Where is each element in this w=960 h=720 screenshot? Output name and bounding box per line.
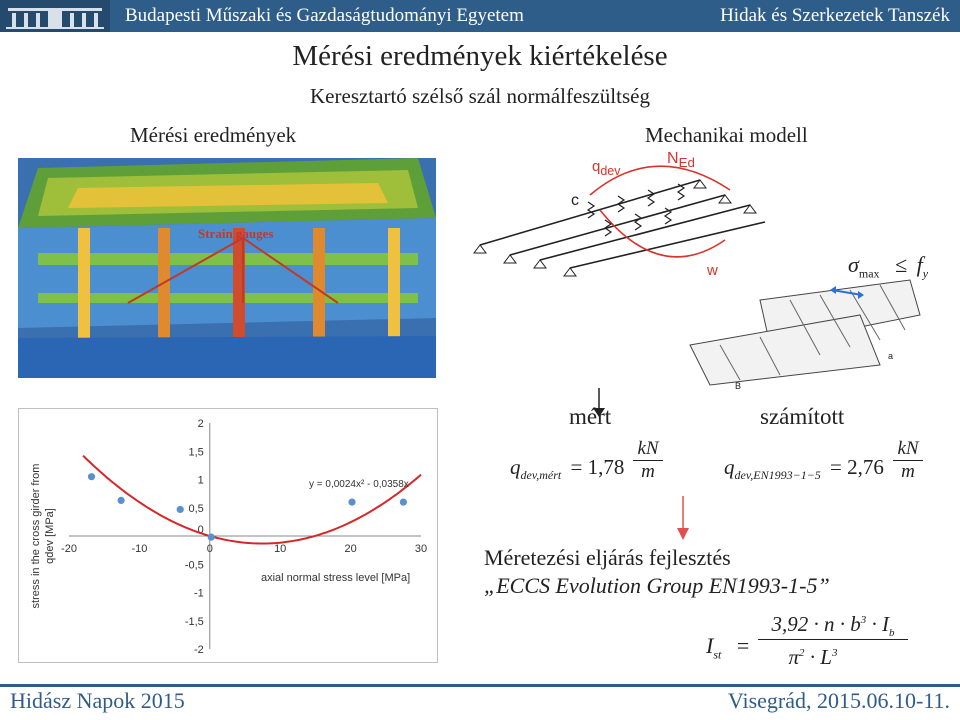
fe-model-graphic	[18, 158, 436, 378]
y-tick-label: -2	[194, 644, 204, 656]
mechanical-model-diagram	[473, 165, 766, 277]
trendline	[82, 454, 422, 545]
right-heading: Mechanikai modell	[645, 123, 808, 147]
data-point	[399, 498, 407, 506]
slide-subtitle: Keresztartó szélső szál normálfeszültség	[310, 84, 650, 108]
fe-model-image: Strain gauges	[18, 158, 436, 378]
deck-sketch	[689, 279, 921, 386]
qdev-label: qdev	[592, 158, 621, 178]
data-point	[87, 473, 96, 481]
y-tick-label: -1,5	[185, 616, 204, 628]
ist-numerator: 3,92 · n · b3 · Ib	[758, 612, 908, 641]
ist-lhs: Ist =	[706, 633, 750, 662]
footer-bar: Hidász Napok 2015 Visegrád, 2015.06.10-1…	[0, 684, 960, 720]
c-label: c	[571, 192, 579, 209]
measured-unit: kN m	[633, 438, 663, 483]
x-tick-label: 30	[415, 543, 427, 555]
footer-event: Hidász Napok 2015	[10, 688, 185, 713]
down-arrow-black	[593, 388, 605, 417]
header-bar: Budapesti Műszaki és Gazdaságtudományi E…	[0, 0, 960, 32]
x-tick-label: 20	[344, 543, 356, 555]
y-axis-title-line1: stress in the cross girder from	[30, 464, 42, 609]
ned-label: NEd	[667, 150, 695, 171]
calculated-formula: qdev,EN1993−1−5 = 2,76	[724, 455, 884, 483]
x-tick-label: -20	[61, 543, 77, 555]
b-dimension-label: B	[735, 381, 742, 391]
university-logo	[0, 0, 110, 32]
x-tick-label: -10	[131, 543, 147, 555]
y-tick-label: 0,5	[189, 503, 204, 515]
w-label: w	[707, 262, 718, 279]
x-tick-label: 0	[207, 543, 213, 555]
slide-title: Mérési eredmények kiértékelése	[292, 40, 668, 72]
header-university: Budapesti Műszaki és Gazdaságtudományi E…	[125, 5, 524, 26]
trendline-equation: y = 0,0024x² - 0,0358x	[309, 479, 409, 490]
x-tick-label: 10	[274, 543, 286, 555]
footer-location-date: Visegrád, 2015.06.10-11.	[727, 688, 950, 713]
header-department: Hidak és Szerkezetek Tanszék	[720, 5, 950, 26]
y-tick-label: 0	[198, 524, 204, 536]
y-axis-title-line2: qdev [MPa]	[44, 508, 56, 564]
y-tick-label: 1	[198, 475, 204, 487]
data-point	[348, 498, 356, 506]
sigma-inequality: σmax ≤ fy	[848, 252, 929, 281]
y-tick-label: -0,5	[185, 559, 204, 571]
ist-denominator: π2 · L3	[788, 645, 838, 669]
method-subtitle: „ECCS Evolution Group EN1993-1-5”	[484, 573, 830, 598]
strain-gauges-label: Strain gauges	[198, 226, 274, 241]
calculated-heading: számított	[760, 404, 845, 429]
data-point	[117, 496, 125, 505]
method-title: Méretezési eljárás fejlesztés	[484, 545, 731, 570]
measured-formula: qdev,mért = 1,78	[510, 455, 625, 483]
y-tick-label: 2	[198, 418, 204, 430]
data-point	[207, 533, 215, 541]
a-dimension-label: a	[888, 351, 894, 361]
scatter-chart: -20 -10 0 10 20 30 2 1,5 1 0,5 0 -0,5 -1 -1,5 -2 y = 0,…	[18, 408, 438, 663]
data-point	[176, 505, 184, 514]
down-arrow-red	[677, 496, 689, 540]
y-tick-label: 1,5	[189, 446, 204, 458]
calculated-unit: kN m	[893, 438, 923, 483]
left-heading: Mérési eredmények	[130, 123, 297, 147]
x-axis-title: axial normal stress level [MPa]	[261, 572, 410, 584]
y-tick-label: -1	[194, 588, 204, 600]
